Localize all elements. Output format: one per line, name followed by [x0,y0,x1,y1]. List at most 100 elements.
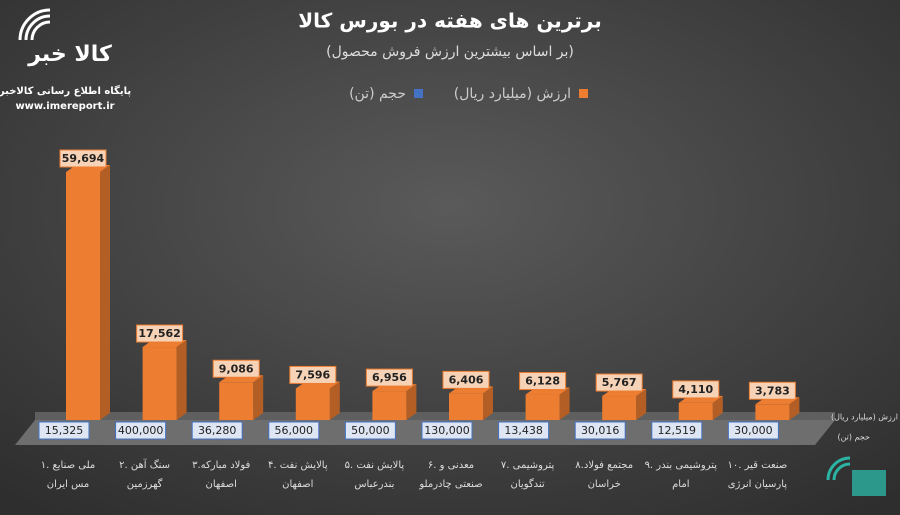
x-tick-label: ۴. پالایش نفت [268,460,328,471]
value-label: 4,110 [678,383,713,396]
bar-side [406,384,417,420]
value-label-box [212,359,260,378]
x-tick-label: ۱۰. صنعت قیر [728,460,788,471]
x-tick-label: پارسیان انرژی [728,479,788,490]
x-tick-label: بندرعباس [354,479,394,490]
bar [602,389,647,420]
value-label: 6,406 [449,373,484,386]
x-tick-label: ۵. پالایش نفت [345,460,405,471]
volume-label-box [38,421,90,440]
x-tick-label: ۱. ملی صنایع [41,460,96,471]
value-label-box [136,324,184,343]
volume-label: 50,000 [351,424,390,437]
x-tick-label: تندگویان [511,478,545,490]
x-tick-label: خراسان [588,479,621,490]
value-label: 6,128 [525,375,560,388]
bar-front [219,382,254,420]
bar-side [100,165,110,420]
x-tick-label: ۶. معدنی و [428,460,474,471]
value-label-box [595,373,643,392]
bar-front [602,396,637,420]
legend-swatch [579,89,588,98]
volume-label: 36,280 [198,424,237,437]
bar-front [525,394,560,420]
chart-title: برترین های هفته در بورس کالا [298,9,601,33]
bar [678,395,723,420]
volume-label-box [651,421,703,440]
volume-label-box [421,421,473,440]
volume-label-box [115,421,167,440]
legend-label: ارزش (میلیارد ریال) [454,86,571,102]
bar-side [329,381,340,420]
axis-series-label: ارزش (میلیارد ریال) [831,413,898,422]
axis-series-label: حجم (تن) [837,433,870,442]
volume-label-box [268,421,320,440]
volume-label-box [191,421,243,440]
value-label: 59,694 [62,152,105,165]
volume-label-box [574,421,626,440]
value-label: 5,767 [602,376,637,389]
bar-side [712,395,723,420]
volume-label: 400,000 [118,424,164,437]
x-tick-label: اصفهان [282,479,313,490]
value-label-box [289,365,337,384]
volume-label-box [498,421,550,440]
value-label-box [672,380,720,399]
chart-subtitle: (بر اساس بیشترین ارزش فروش محصول) [326,44,574,60]
bar-side [176,340,187,420]
bar [219,375,264,420]
x-tick-label: ۸.مجتمع فولاد [575,460,633,471]
value-label-box [442,370,490,389]
x-tick-label: ۲. سنگ آهن [119,458,170,471]
bar-front [449,393,483,420]
volume-label-box [727,421,779,440]
volume-label: 30,000 [734,424,773,437]
volume-label-box [344,421,396,440]
bar-side [636,389,647,420]
x-tick-label: مس ایران [47,479,90,490]
bar [66,165,110,420]
volume-label: 130,000 [424,424,470,437]
bar-front [66,172,100,420]
bar [525,387,570,420]
logo-tagline: پایگاه اطلاع رسانی کالاخبر [0,84,131,97]
x-tick-label: ۳.فولاد مبارکه [192,460,250,471]
value-label-box [519,372,567,391]
bar-side [789,397,800,420]
volume-label: 12,519 [658,424,697,437]
x-tick-label: ۹. پتروشیمی بندر [645,460,718,471]
volume-label: 13,438 [504,424,543,437]
bar-side [253,375,264,420]
bar-side [559,387,570,420]
volume-label: 56,000 [275,424,314,437]
value-label: 9,086 [219,362,254,375]
bar-side [483,386,493,420]
bar [372,384,417,420]
value-label-box [365,368,413,387]
volume-label: 30,016 [581,424,620,437]
volume-label: 15,325 [45,424,84,437]
value-label: 6,956 [372,371,407,384]
value-label: 17,562 [138,327,180,340]
bar-front [295,388,330,420]
x-tick-label: گهرزمین [127,478,163,490]
x-tick-label: اصفهان [206,479,237,490]
logo-url: www.imereport.ir [15,101,114,112]
x-tick-label: صنعتی چادرملو [418,479,482,490]
bar-front [678,402,713,420]
logo-small [826,456,886,496]
logo-mark: کالا خبر [27,42,112,67]
bar [142,340,187,420]
value-label-box [748,381,796,400]
bar-front [755,404,790,420]
value-label: 7,596 [295,368,330,381]
x-tick-label: ۷. پتروشیمی [501,460,555,471]
bar-front [372,391,407,420]
bar [449,386,493,420]
value-label: 3,783 [755,384,790,397]
bar-front [142,347,177,420]
bar [295,381,340,420]
logo: کالا خبر پایگاه اطلاع رسانی کالاخبر www.… [0,8,131,112]
legend-swatch [414,89,423,98]
